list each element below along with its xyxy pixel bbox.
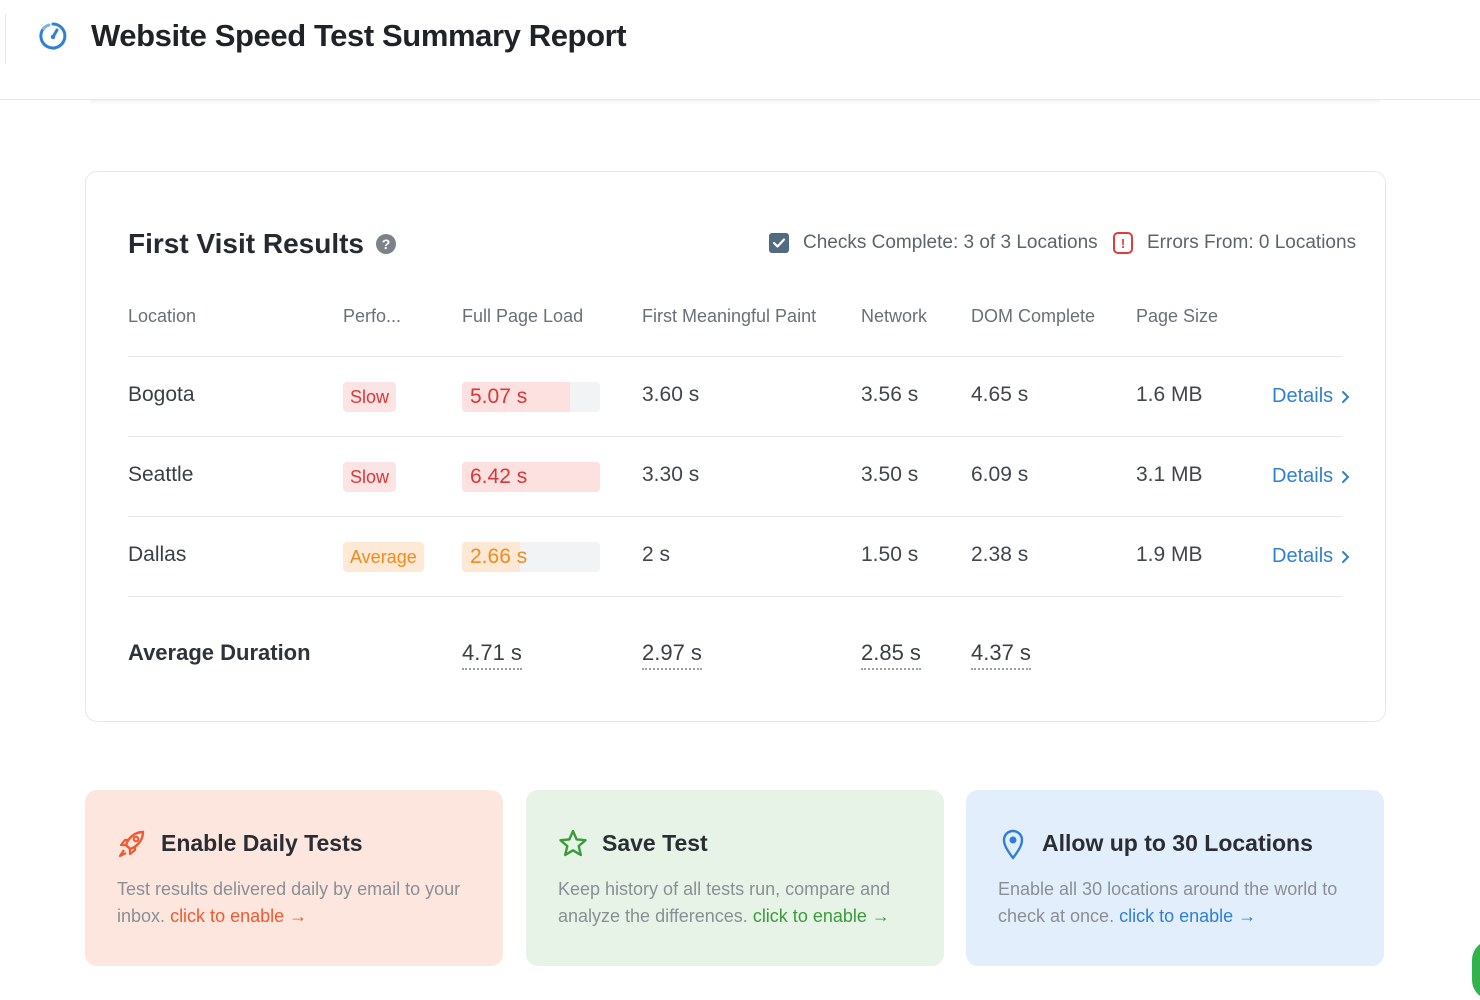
promo-title: Allow up to 30 Locations xyxy=(1042,830,1313,856)
row-divider xyxy=(128,596,1342,597)
full-page-load-fill xyxy=(462,462,600,492)
average-dom-complete[interactable]: 4.37 s xyxy=(971,640,1031,670)
col-header-dom-complete[interactable]: DOM Complete xyxy=(971,306,1096,326)
average-fmp[interactable]: 2.97 s xyxy=(642,640,702,670)
full-page-load-value: 6.42 s xyxy=(470,465,528,488)
average-network[interactable]: 2.85 s xyxy=(861,640,921,670)
fmp-value: 3.60 s xyxy=(642,383,700,406)
full-page-load-fill xyxy=(462,382,570,412)
page-size-value: 1.9 MB xyxy=(1136,543,1203,566)
promo-save-test: Save Test Keep history of all tests run,… xyxy=(526,790,944,966)
col-header-location[interactable]: Location xyxy=(128,306,197,326)
details-link[interactable]: Details xyxy=(1272,465,1350,488)
arrow-right-icon: → xyxy=(871,906,890,926)
chevron-right-icon xyxy=(1342,470,1350,483)
page-size-value: 3.1 MB xyxy=(1136,463,1203,486)
click-to-enable-label: click to enable xyxy=(752,906,867,926)
chevron-right-icon xyxy=(1342,550,1350,563)
details-link[interactable]: Details xyxy=(1272,545,1350,568)
network-value: 3.50 s xyxy=(861,463,919,486)
app-header: Website Speed Test Summary Report xyxy=(0,0,1480,100)
click-to-enable-link[interactable]: click to enable → xyxy=(753,906,890,926)
chat-widget-button[interactable] xyxy=(1472,940,1480,1000)
promo-text: Keep history of all tests run, compare a… xyxy=(558,876,918,930)
error-alert-icon: ! xyxy=(1113,232,1133,254)
network-value: 3.56 s xyxy=(861,383,919,406)
promo-description: Test results delivered daily by email to… xyxy=(117,879,461,926)
row-location: Bogota xyxy=(128,383,195,406)
status-badge: Slow xyxy=(343,382,397,412)
col-header-page-size[interactable]: Page Size xyxy=(1136,306,1219,326)
promo-enable-daily-tests: Enable Daily Tests Test results delivere… xyxy=(85,790,503,966)
checks-value: 3 of 3 Locations xyxy=(963,232,1098,253)
fmp-value: 3.30 s xyxy=(642,463,700,486)
row-location: Seattle xyxy=(128,463,194,486)
col-header-full-page-load[interactable]: Full Page Load xyxy=(462,306,584,326)
row-divider xyxy=(128,516,1342,517)
click-to-enable-link[interactable]: click to enable → xyxy=(170,906,307,926)
col-header-first-meaningful-paint[interactable]: First Meaningful Paint xyxy=(642,306,817,326)
arrow-right-icon: → xyxy=(289,906,308,926)
star-icon xyxy=(559,829,587,857)
fmp-value: 2 s xyxy=(642,543,671,566)
status-badge: Average xyxy=(343,542,424,572)
dom-complete-value: 2.38 s xyxy=(971,543,1029,566)
full-page-load-fill xyxy=(462,542,520,572)
average-full-page-load[interactable]: 4.71 s xyxy=(462,640,522,670)
errors-status: ! Errors From: 0 Locations xyxy=(1113,232,1356,254)
details-link[interactable]: Details xyxy=(1272,385,1350,408)
rocket-icon xyxy=(118,830,145,858)
details-label: Details xyxy=(1272,385,1334,407)
status-badge: Slow xyxy=(343,462,397,492)
location-pin-icon xyxy=(1002,829,1024,860)
details-label: Details xyxy=(1272,545,1334,567)
first-visit-results-card: First Visit Results ? Checks Complete: 3… xyxy=(85,171,1386,722)
header-shadow xyxy=(90,100,1380,104)
page-size-value: 1.6 MB xyxy=(1136,383,1203,406)
checkbox-checked-icon xyxy=(769,233,789,253)
full-page-load-value: 2.66 s xyxy=(470,545,528,568)
col-header-performance[interactable]: Perfo... xyxy=(343,306,402,326)
promo-allow-30-locations: Allow up to 30 Locations Enable all 30 l… xyxy=(966,790,1384,966)
page-title: Website Speed Test Summary Report xyxy=(91,18,627,53)
promo-text: Enable all 30 locations around the world… xyxy=(998,876,1358,930)
col-header-network[interactable]: Network xyxy=(861,306,928,326)
row-location: Dallas xyxy=(128,543,187,566)
promo-title: Save Test xyxy=(602,830,708,856)
promo-text: Test results delivered daily by email to… xyxy=(117,876,477,930)
dom-complete-value: 6.09 s xyxy=(971,463,1029,486)
promo-description: Enable all 30 locations around the world… xyxy=(998,879,1338,926)
click-to-enable-link[interactable]: click to enable → xyxy=(1119,906,1256,926)
click-to-enable-label: click to enable xyxy=(170,906,285,926)
dom-complete-value: 4.65 s xyxy=(971,383,1029,406)
network-value: 1.50 s xyxy=(861,543,919,566)
arrow-right-icon: → xyxy=(1238,906,1257,926)
full-page-load-bar: 6.42 s xyxy=(462,462,600,492)
errors-value: 0 Locations xyxy=(1258,232,1357,253)
checks-complete-status: Checks Complete: 3 of 3 Locations xyxy=(769,232,1098,254)
chevron-right-icon xyxy=(1342,390,1350,403)
full-page-load-bar: 5.07 s xyxy=(462,382,600,412)
click-to-enable-label: click to enable xyxy=(1119,906,1234,926)
speedometer-icon xyxy=(39,22,67,50)
full-page-load-bar: 2.66 s xyxy=(462,542,600,572)
errors-label: Errors From: xyxy=(1147,232,1254,253)
row-divider xyxy=(128,356,1342,357)
help-icon[interactable]: ? xyxy=(376,234,397,254)
results-title: First Visit Results ? xyxy=(128,228,397,260)
details-label: Details xyxy=(1272,465,1334,487)
full-page-load-value: 5.07 s xyxy=(470,385,528,408)
promo-title: Enable Daily Tests xyxy=(161,830,363,856)
promo-description: Keep history of all tests run, compare a… xyxy=(558,879,891,926)
row-divider xyxy=(128,436,1342,437)
results-title-text: First Visit Results xyxy=(128,228,365,259)
checks-label: Checks Complete: xyxy=(803,232,959,253)
average-duration-label: Average Duration xyxy=(128,640,311,665)
sidebar-edge xyxy=(0,14,6,64)
